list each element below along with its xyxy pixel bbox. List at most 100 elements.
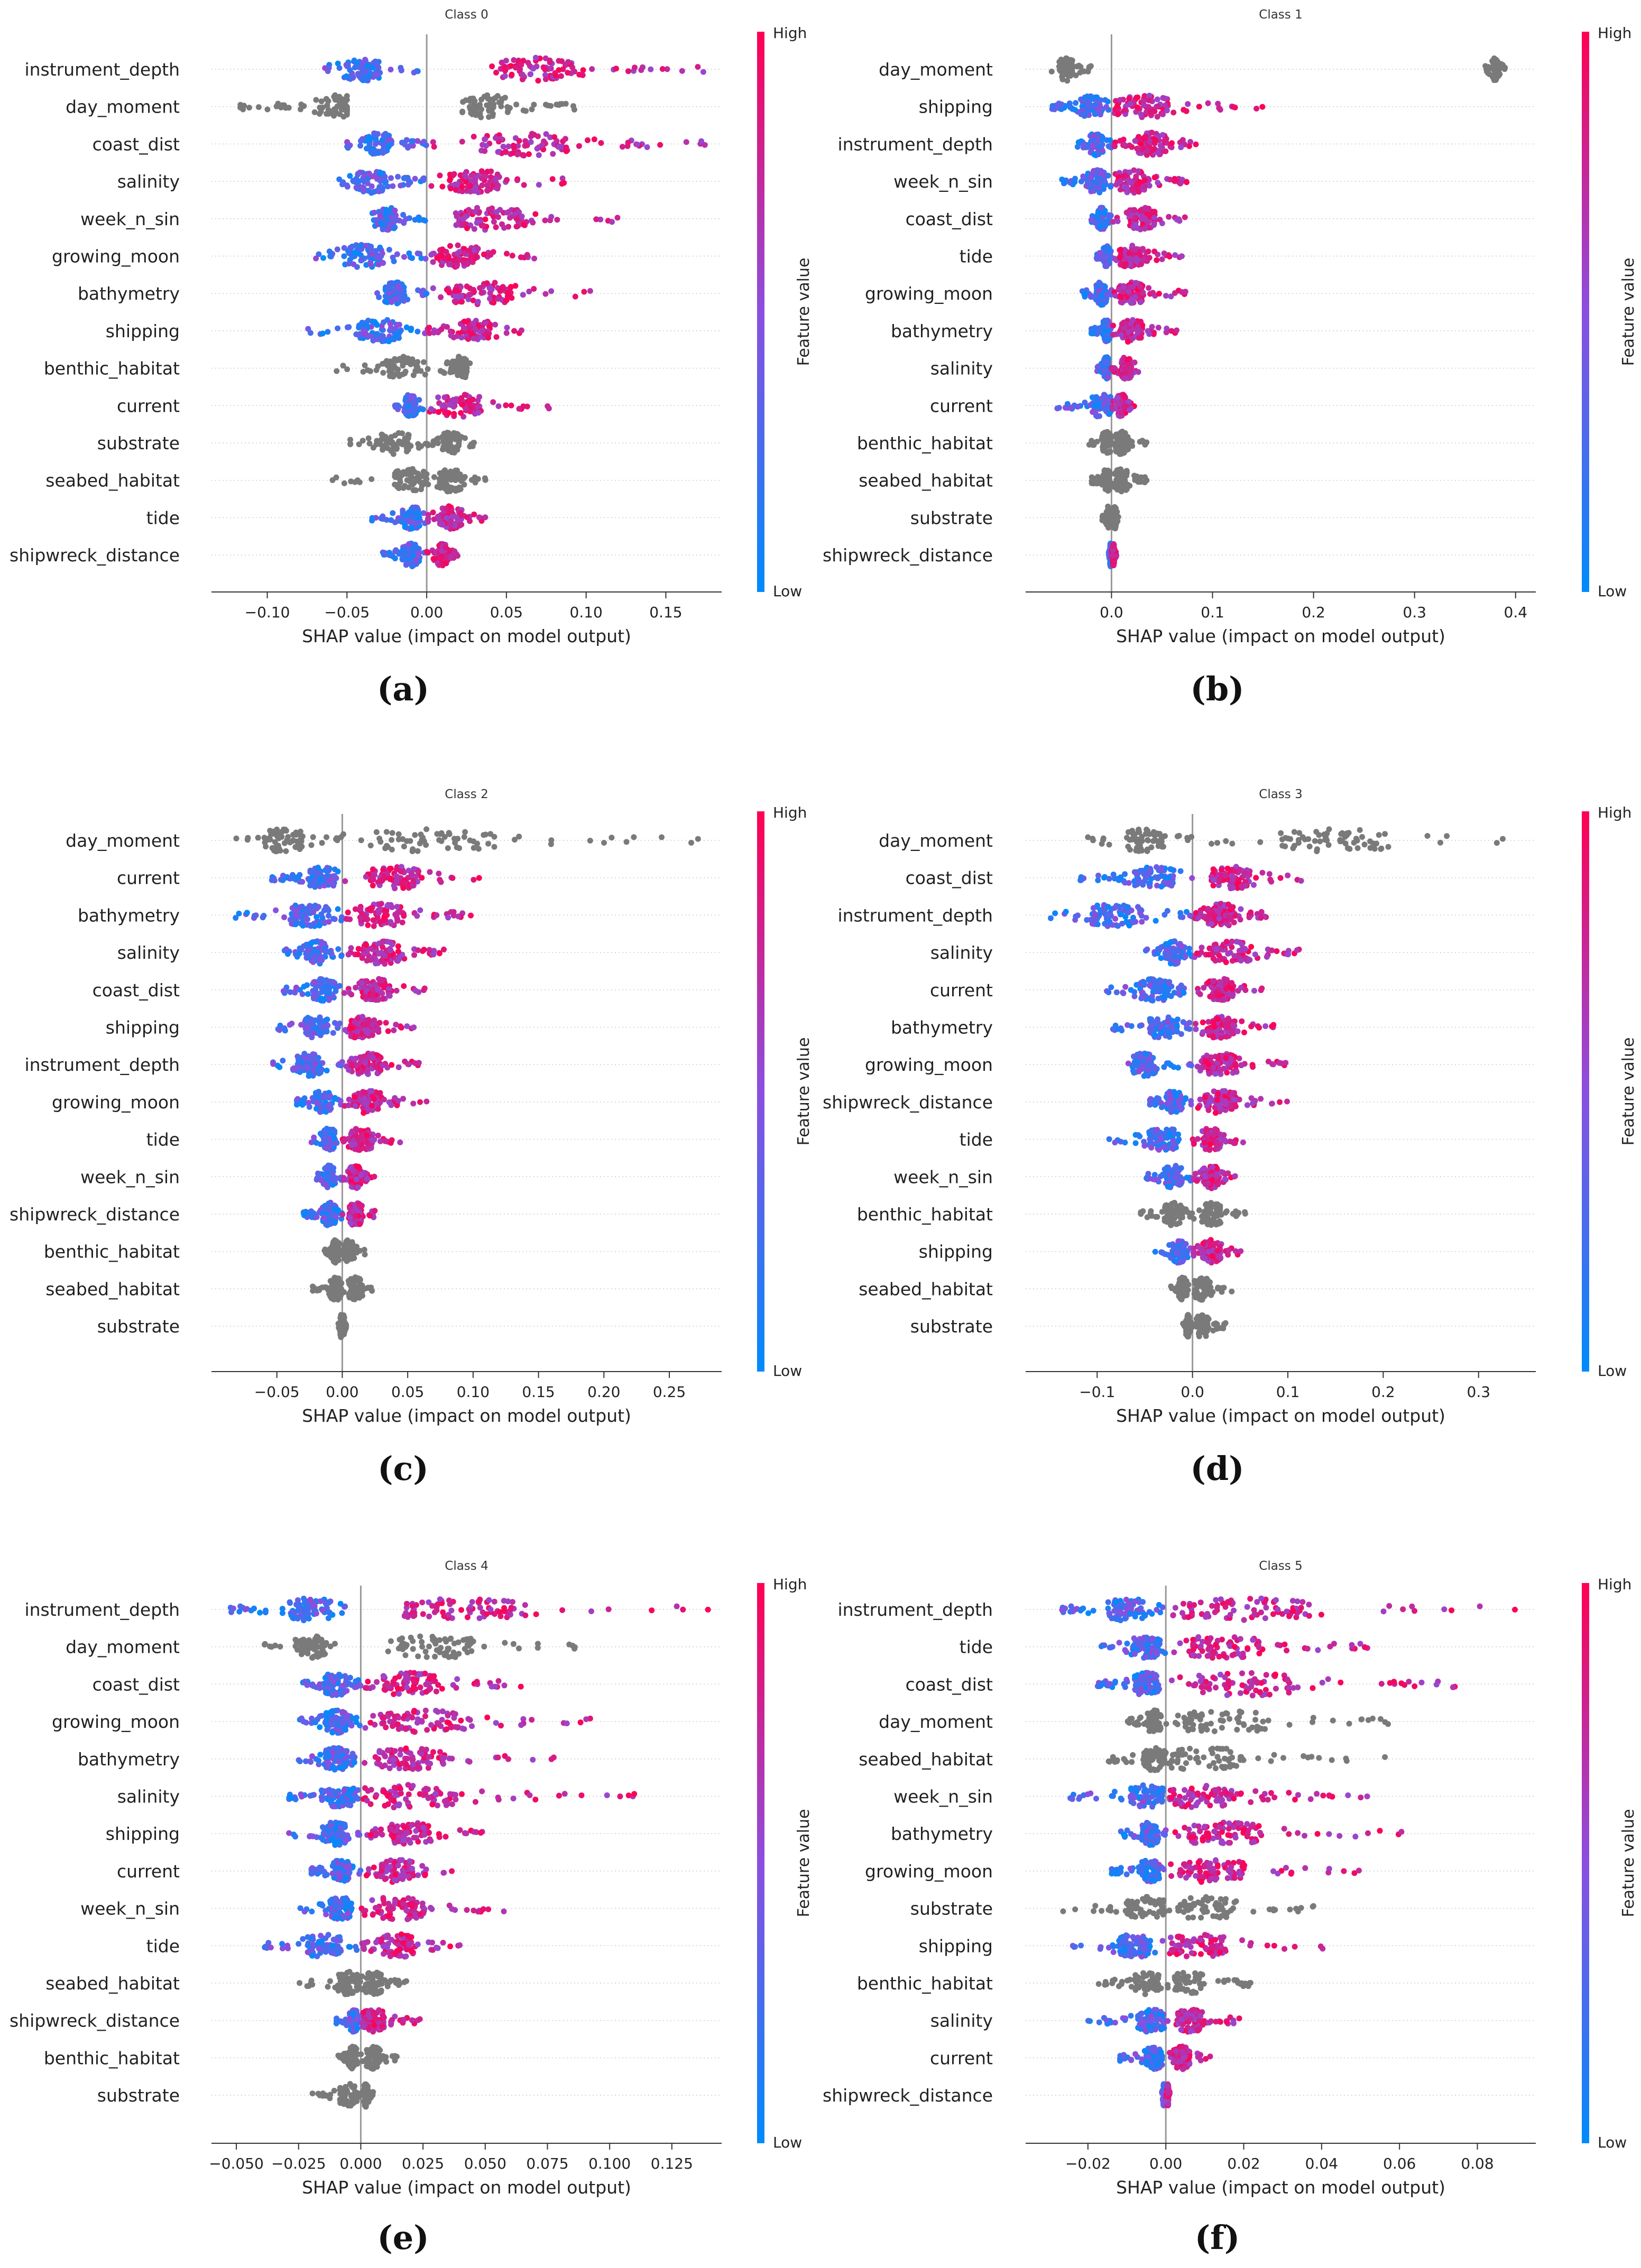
shap-point [395,174,401,180]
shap-point [471,320,476,326]
shap-point [460,221,466,227]
shap-point [406,251,412,256]
shap-point [613,66,619,71]
shap-point [462,829,468,835]
shap-point [463,406,469,412]
shap-point [1132,247,1138,253]
x-tick-label: 0.05 [490,604,523,621]
shap-point [1110,543,1116,549]
colorbar-high-label: High [773,24,807,42]
shap-point [1095,254,1101,260]
shap-point [1145,219,1151,225]
shap-point [449,449,455,455]
shap-point [392,225,398,230]
shap-point [399,68,404,73]
shap-point [491,101,496,107]
shap-point [391,258,397,264]
shap-point [492,844,497,850]
shap-point [478,97,484,103]
shap-point [1085,180,1091,186]
shap-point [330,477,336,483]
shap-point [1107,137,1113,143]
shap-point [1155,150,1161,155]
shap-point [481,252,487,257]
shap-point [1106,473,1112,478]
shap-point [413,557,419,563]
shap-point [509,403,514,409]
shap-point [1121,404,1127,410]
shap-point [1140,246,1146,252]
shap-point [409,513,415,519]
feature-label-week_n_sin: week_n_sin [80,209,180,229]
shap-point [1156,325,1161,330]
shap-point [313,97,319,103]
feature-label-day_moment: day_moment [879,59,993,80]
shap-point [1159,256,1165,262]
shap-point [1092,394,1098,400]
shap-point [480,142,485,148]
shap-point [1110,366,1115,372]
shap-point [493,224,499,230]
shap-point [459,299,465,304]
feature-label-benthic_habitat: benthic_habitat [857,433,993,453]
shap-point [1129,369,1135,375]
shap-point [481,832,486,838]
shap-point [1163,103,1168,108]
x-tick-label: 0.3 [1403,604,1426,621]
shap-point [1091,294,1096,300]
shap-point [1108,184,1113,190]
colorbar-title: Feature value [1619,258,1638,366]
shap-point [386,550,392,556]
shap-point [478,115,484,121]
shap-point [430,285,436,291]
panel-caption: (b) [1190,670,1244,708]
shap-point [1112,504,1118,510]
shap-point [1154,257,1159,263]
shap-point [400,556,406,562]
shap-point [359,60,365,66]
shap-point [520,58,526,63]
shap-point [1101,210,1107,216]
shap-point [1132,294,1138,300]
shap-point [1056,405,1062,411]
shap-point [320,255,326,261]
shap-point [1099,479,1105,485]
x-tick-label: 0.2 [1302,604,1325,621]
shap-point [401,175,407,181]
shap-point [327,248,333,254]
shap-point [1115,112,1121,117]
shap-point [438,368,444,374]
shap-point [504,177,510,183]
shap-point [601,840,607,846]
shap-point [453,187,459,193]
shap-point [328,109,334,115]
shap-point [550,176,556,182]
shap-point [346,261,352,266]
shap-point [1127,101,1133,107]
shap-point [381,319,386,325]
x-tick-label: 0.10 [457,1383,490,1401]
x-tick-label: 0.20 [587,1383,620,1401]
shap-point [399,439,404,445]
shap-point [335,246,340,252]
shap-point [609,219,615,225]
shap-point [1145,207,1151,212]
shap-point [283,828,289,834]
shap-point [1161,251,1167,256]
shap-point [531,286,537,292]
shap-point [1150,290,1156,295]
shap-point [1119,332,1124,338]
shap-point [1135,324,1141,330]
shap-point [1136,147,1141,153]
shap-point [1155,180,1160,186]
shap-point [1122,366,1128,372]
shap-point [1128,256,1133,262]
shap-point [466,248,472,254]
shap-point [472,178,477,183]
shap-point [353,64,359,70]
shap-point [1184,179,1190,185]
shap-point [453,468,458,474]
shap-point [1138,112,1144,117]
shap-point [576,143,582,149]
shap-point [275,101,281,107]
